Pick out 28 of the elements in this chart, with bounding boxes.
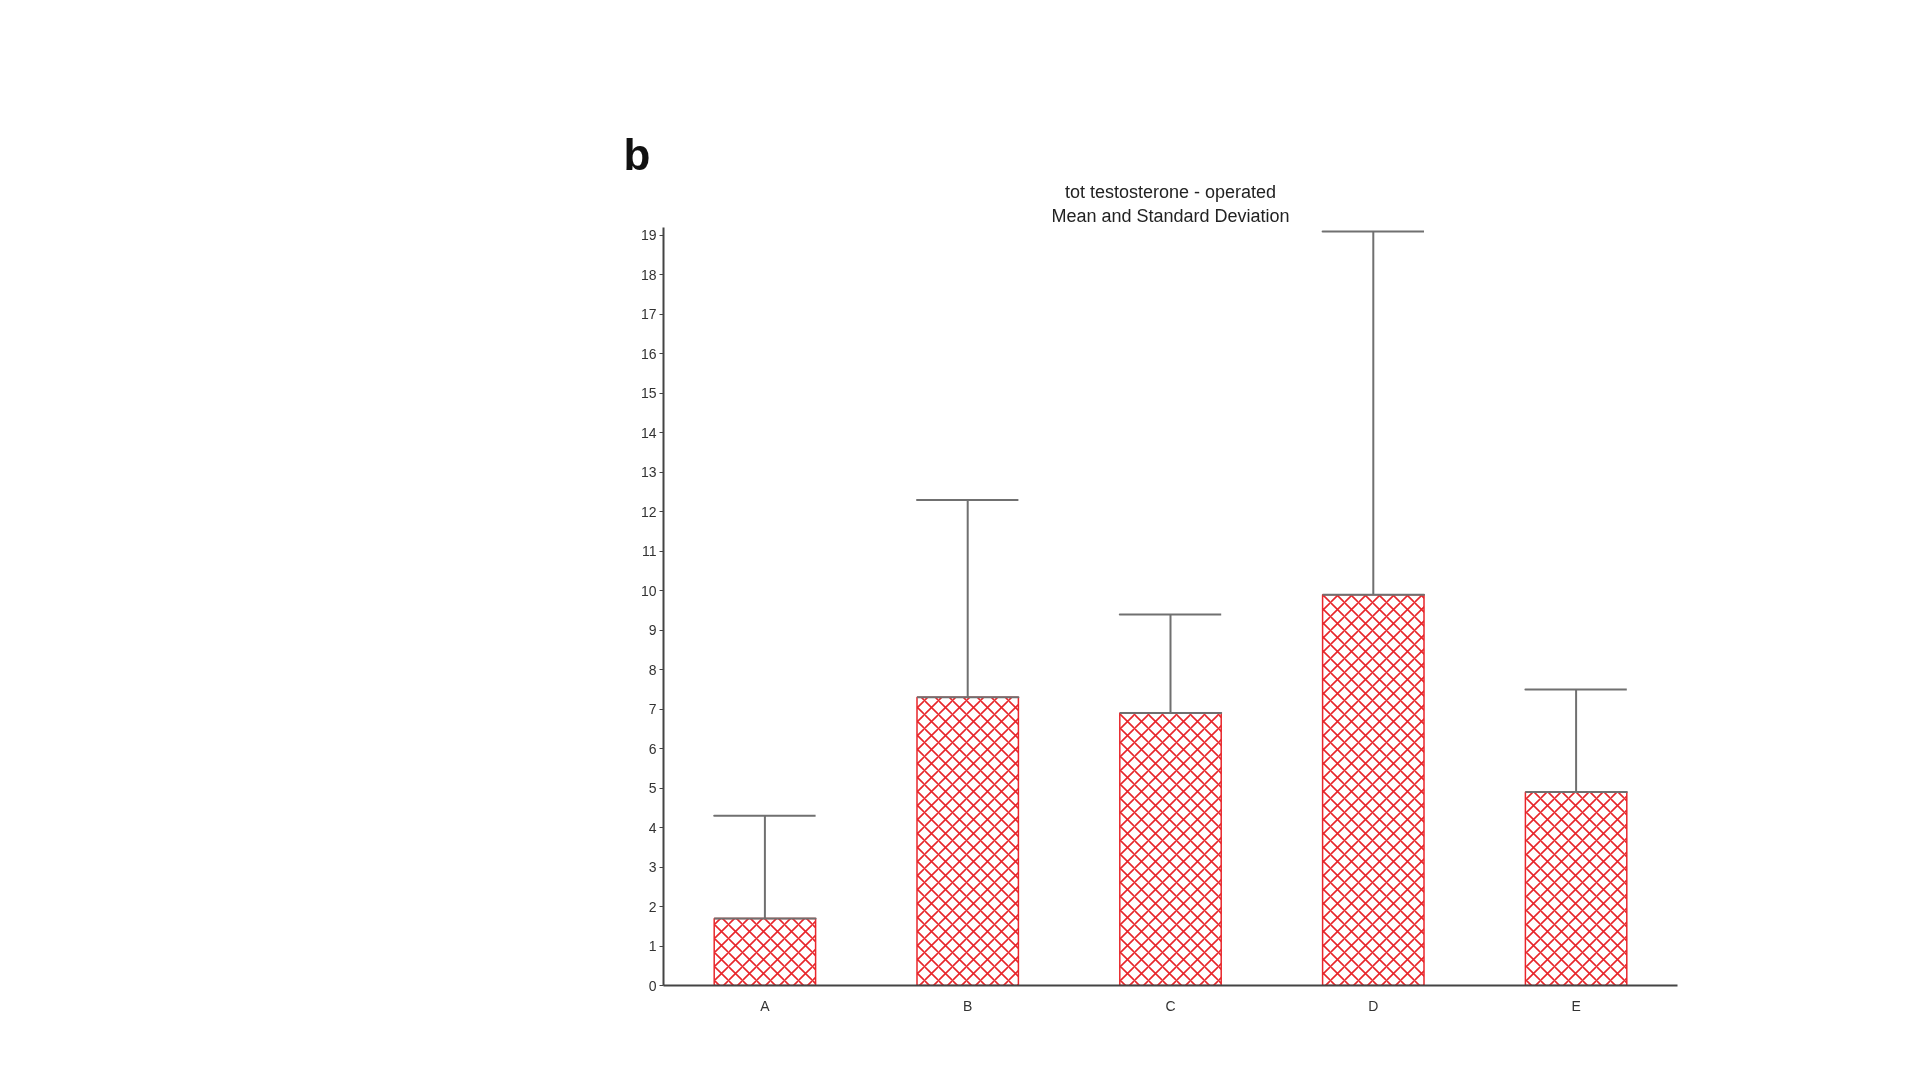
y-tick-label: 11 xyxy=(641,543,657,560)
y-tick-label: 14 xyxy=(640,424,657,441)
y-tick-label: 9 xyxy=(648,622,657,639)
text: b xyxy=(623,129,651,179)
y-tick-label: 1 xyxy=(648,938,657,955)
x-tick-label: A xyxy=(760,997,771,1014)
y-tick-label: 12 xyxy=(640,503,657,520)
y-tick-label: 2 xyxy=(648,898,657,915)
y-tick-label: 3 xyxy=(648,859,657,876)
y-tick-label: 13 xyxy=(640,464,657,481)
x-tick-label: E xyxy=(1571,997,1581,1014)
chart-title: tot testosterone - operated xyxy=(1064,181,1277,202)
chart-subtitle: Mean and Standard Deviation xyxy=(1051,205,1290,226)
y-tick-label: 17 xyxy=(640,306,657,323)
y-tick-label: 5 xyxy=(648,780,657,797)
y-tick-label: 19 xyxy=(640,227,657,244)
y-tick-label: 4 xyxy=(648,819,657,836)
y-tick-label: 16 xyxy=(640,345,657,362)
y-tick-label: 0 xyxy=(648,977,657,994)
y-tick-label: 7 xyxy=(648,701,657,718)
x-tick-label: B xyxy=(963,997,973,1014)
x-tick-label: D xyxy=(1368,997,1379,1014)
y-tick-label: 8 xyxy=(648,661,657,678)
y-tick-label: 18 xyxy=(640,266,657,283)
y-tick-label: 15 xyxy=(640,385,657,402)
y-tick-label: 6 xyxy=(648,740,657,757)
x-tick-label: C xyxy=(1165,997,1176,1014)
y-tick-label: 10 xyxy=(640,582,657,599)
